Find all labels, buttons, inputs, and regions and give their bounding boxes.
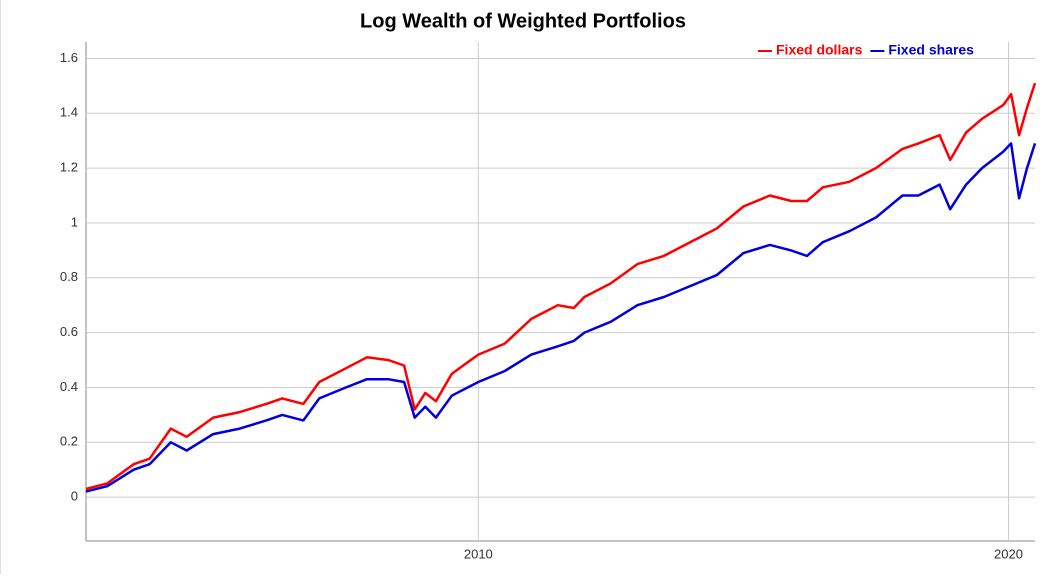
y-tick-label: 1.6 [60, 50, 78, 65]
series-line [85, 142, 1037, 493]
y-tick-label: 0.8 [60, 269, 78, 284]
legend-label: Fixed shares [888, 42, 974, 58]
series-line [85, 82, 1037, 491]
y-tick-label: 1 [71, 214, 78, 229]
legend-label: Fixed dollars [776, 42, 863, 58]
y-tick-label: 0 [71, 489, 78, 504]
y-tick-label: 1.4 [60, 105, 78, 120]
y-tick-label: 0.4 [60, 379, 78, 394]
y-tick-label: 0.2 [60, 434, 78, 449]
chart-title: Log Wealth of Weighted Portfolios [360, 10, 686, 32]
x-tick-label: 2010 [464, 546, 493, 561]
y-tick-label: 1.2 [60, 160, 78, 175]
y-tick-label: 0.6 [60, 324, 78, 339]
x-tick-label: 2020 [994, 546, 1023, 561]
